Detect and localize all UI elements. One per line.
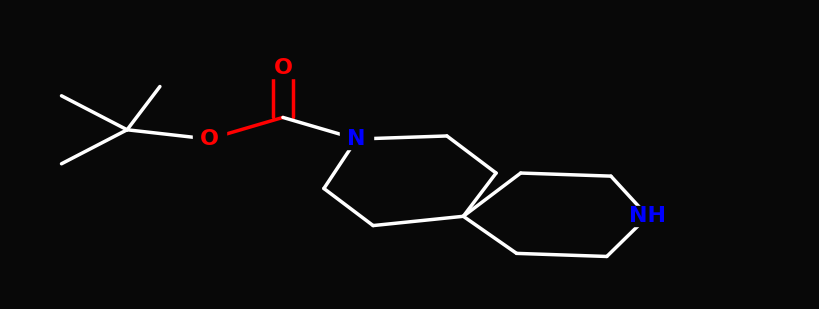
Bar: [266, 58, 299, 78]
Bar: [622, 206, 672, 226]
Bar: [340, 129, 373, 149]
Bar: [192, 129, 225, 149]
Text: N: N: [347, 129, 365, 149]
Text: NH: NH: [628, 206, 666, 226]
Text: O: O: [273, 58, 292, 78]
Text: O: O: [199, 129, 219, 149]
